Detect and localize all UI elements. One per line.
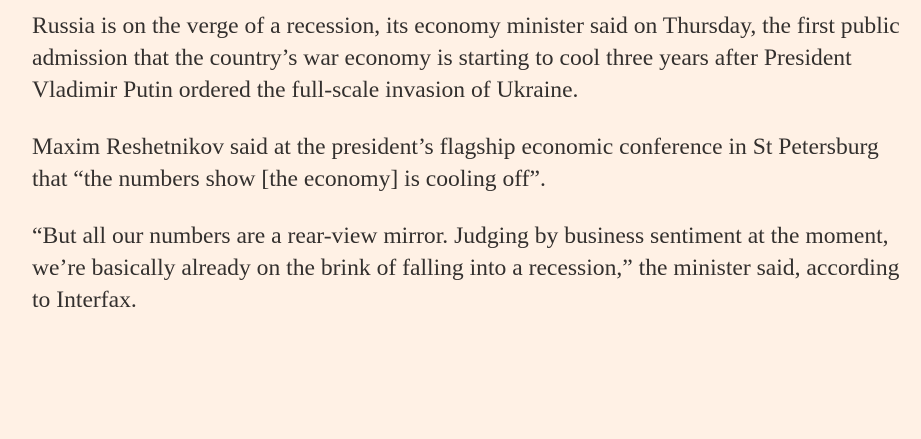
article-body: Russia is on the verge of a recession, i… <box>32 10 912 316</box>
article-paragraph-1: Russia is on the verge of a recession, i… <box>32 13 900 103</box>
article-paragraph-3: “But all our numbers are a rear-view mir… <box>32 223 900 313</box>
article-paragraph-2: Maxim Reshetnikov said at the president’… <box>32 134 879 192</box>
